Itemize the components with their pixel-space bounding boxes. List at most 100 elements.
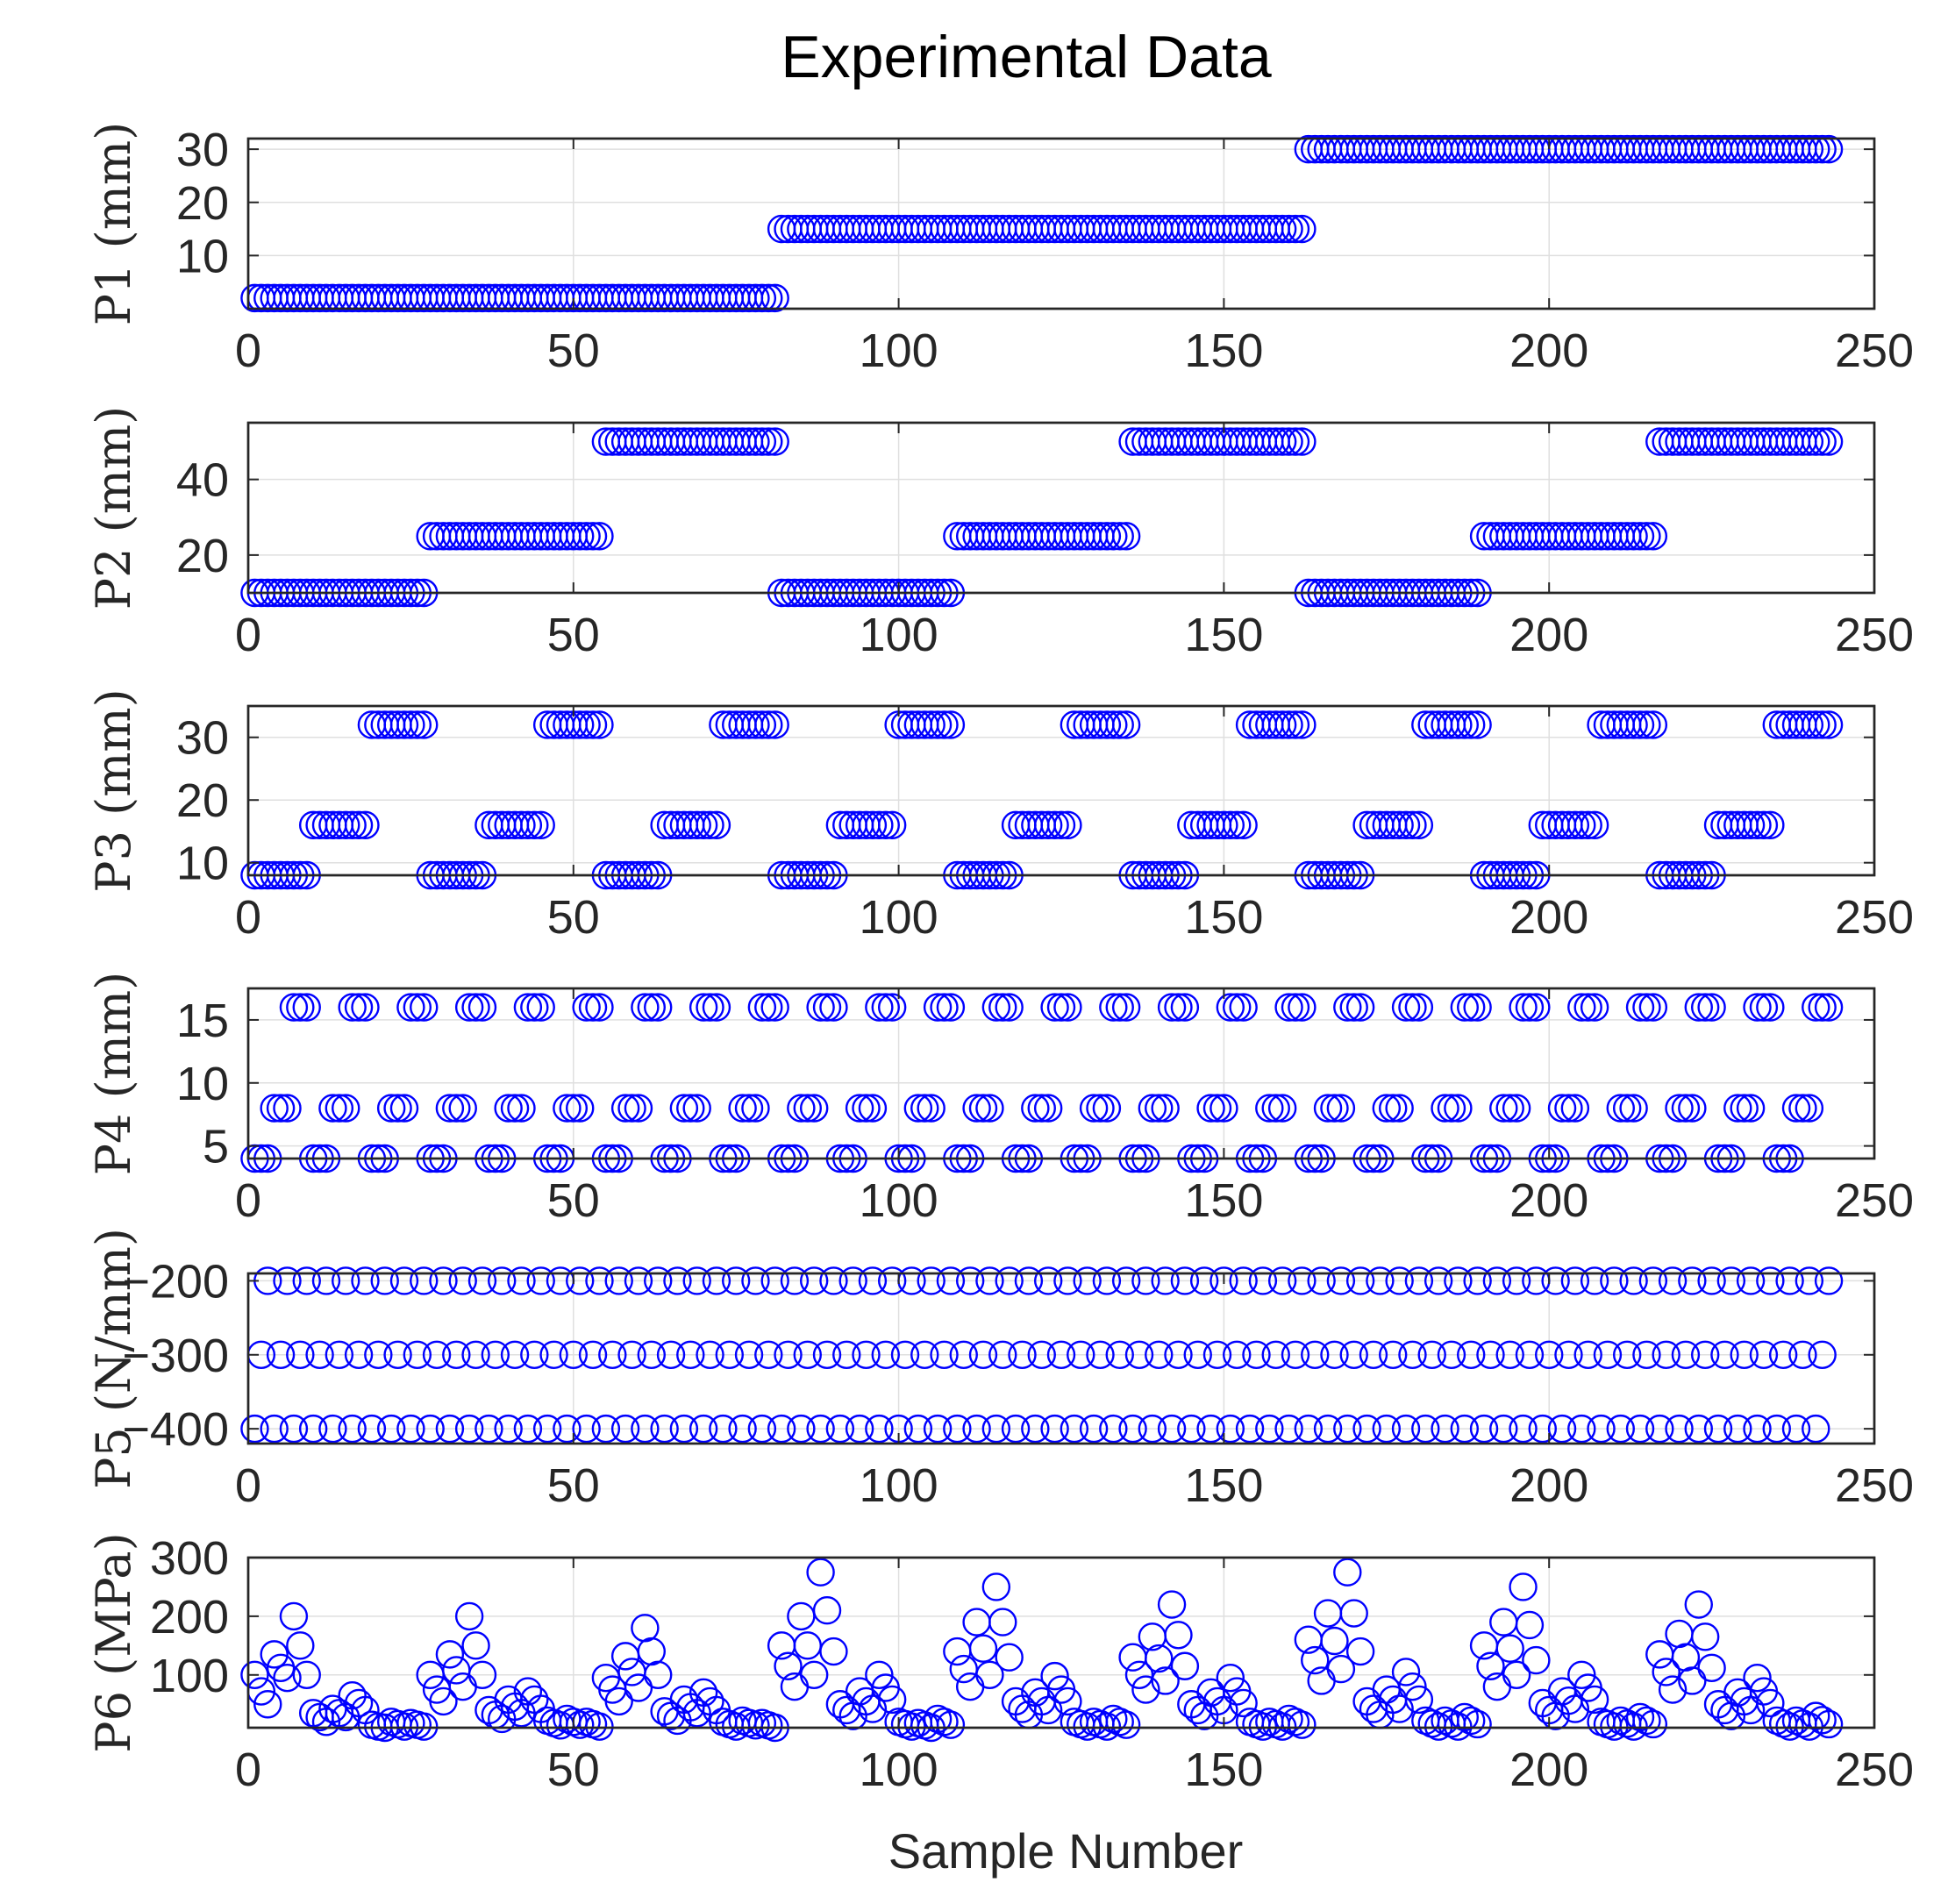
- data-point: [715, 1340, 744, 1369]
- data-point: [1723, 1094, 1752, 1123]
- data-point: [819, 1637, 848, 1666]
- data-point: [903, 1414, 933, 1444]
- data-point: [1716, 1266, 1746, 1295]
- data-point: [494, 1094, 523, 1123]
- data-point: [871, 993, 900, 1022]
- data-point: [1795, 427, 1824, 456]
- x-tick-label: 0: [235, 1744, 261, 1796]
- data-point: [644, 1266, 673, 1295]
- data-point: [332, 810, 360, 840]
- data-point: [936, 993, 966, 1022]
- data-point: [500, 1094, 530, 1123]
- data-point: [1632, 1340, 1661, 1369]
- data-point: [1444, 1094, 1473, 1123]
- data-point: [1040, 993, 1069, 1022]
- data-point: [467, 1660, 497, 1689]
- data-point: [930, 993, 959, 1022]
- data-point: [260, 1414, 289, 1444]
- data-point: [1593, 1340, 1623, 1369]
- x-tick-label: 200: [1509, 1174, 1588, 1227]
- data-point: [1164, 993, 1193, 1022]
- data-point: [1690, 1340, 1720, 1369]
- data-point: [1177, 1414, 1206, 1444]
- data-point: [332, 1094, 360, 1123]
- data-point: [1476, 1340, 1505, 1369]
- data-point: [1795, 1266, 1824, 1295]
- data-point: [279, 993, 309, 1022]
- data-point: [461, 1340, 490, 1369]
- data-point: [286, 1631, 315, 1660]
- y-tick-label: −400: [122, 1403, 229, 1456]
- x-axis-label: Sample Number: [888, 1823, 1244, 1879]
- data-point: [1528, 1414, 1557, 1444]
- data-point: [1560, 1266, 1590, 1295]
- data-point: [1450, 993, 1479, 1022]
- data-point: [461, 993, 490, 1022]
- data-point: [1697, 1653, 1726, 1682]
- data-point: [260, 1640, 289, 1669]
- data-point: [1288, 214, 1317, 244]
- data-point: [865, 810, 894, 840]
- x-tick-label: 50: [547, 1459, 600, 1512]
- data-point: [1060, 1414, 1089, 1444]
- data-point: [1391, 993, 1421, 1022]
- data-point: [1658, 1675, 1688, 1704]
- data-point: [1235, 1414, 1265, 1444]
- data-point: [760, 427, 789, 456]
- data-point: [559, 1340, 588, 1369]
- data-point: [298, 1414, 328, 1444]
- data-point: [741, 1094, 770, 1123]
- data-point: [1229, 1266, 1258, 1295]
- data-point: [1073, 1712, 1102, 1741]
- data-point: [1086, 1094, 1115, 1123]
- data-point: [1463, 710, 1492, 739]
- data-point: [442, 1340, 471, 1369]
- x-tick-label: 100: [860, 1744, 938, 1796]
- data-point: [526, 1266, 555, 1295]
- data-point: [1391, 1414, 1421, 1444]
- y-tick-label: 15: [176, 995, 229, 1047]
- data-point: [747, 993, 777, 1022]
- data-point: [682, 810, 711, 840]
- data-point: [923, 710, 953, 739]
- data-point: [910, 1094, 939, 1123]
- data-point: [1345, 1637, 1375, 1666]
- data-point: [1099, 993, 1128, 1022]
- data-point: [1482, 1266, 1512, 1295]
- data-point: [1560, 1094, 1590, 1123]
- x-tick-label: 0: [235, 324, 261, 377]
- data-point: [1749, 810, 1779, 840]
- data-point: [351, 1266, 380, 1295]
- data-point: [383, 1340, 412, 1369]
- x-tick-label: 50: [547, 1744, 600, 1796]
- data-point: [1437, 1340, 1466, 1369]
- data-point: [396, 710, 425, 739]
- data-point: [1638, 1709, 1668, 1739]
- data-point: [747, 710, 777, 739]
- data-point: [572, 1414, 601, 1444]
- data-point: [799, 1266, 829, 1295]
- y-tick-label: 5: [203, 1121, 229, 1173]
- x-tick-label: 150: [1184, 324, 1263, 377]
- axes-frame: [246, 1272, 1876, 1445]
- data-point: [1547, 1414, 1577, 1444]
- data-point: [1359, 1340, 1388, 1369]
- figure-title: Experimental Data: [781, 24, 1272, 90]
- data-point: [1248, 1712, 1278, 1741]
- data-point: [1267, 1712, 1297, 1741]
- data-point: [1079, 1414, 1109, 1444]
- data-point: [1040, 1414, 1069, 1444]
- data-point: [1665, 1094, 1694, 1123]
- data-point: [1457, 1340, 1486, 1369]
- data-point: [1560, 810, 1590, 840]
- data-point: [1652, 1658, 1680, 1687]
- data-point: [1730, 1094, 1759, 1123]
- data-point: [1743, 1414, 1772, 1444]
- data-point: [1522, 993, 1551, 1022]
- data-point: [604, 1266, 633, 1295]
- data-point: [819, 1266, 848, 1295]
- data-point: [520, 810, 549, 840]
- data-point: [1756, 1688, 1785, 1718]
- y-tick-label: 30: [176, 124, 229, 176]
- data-point: [1040, 1661, 1069, 1691]
